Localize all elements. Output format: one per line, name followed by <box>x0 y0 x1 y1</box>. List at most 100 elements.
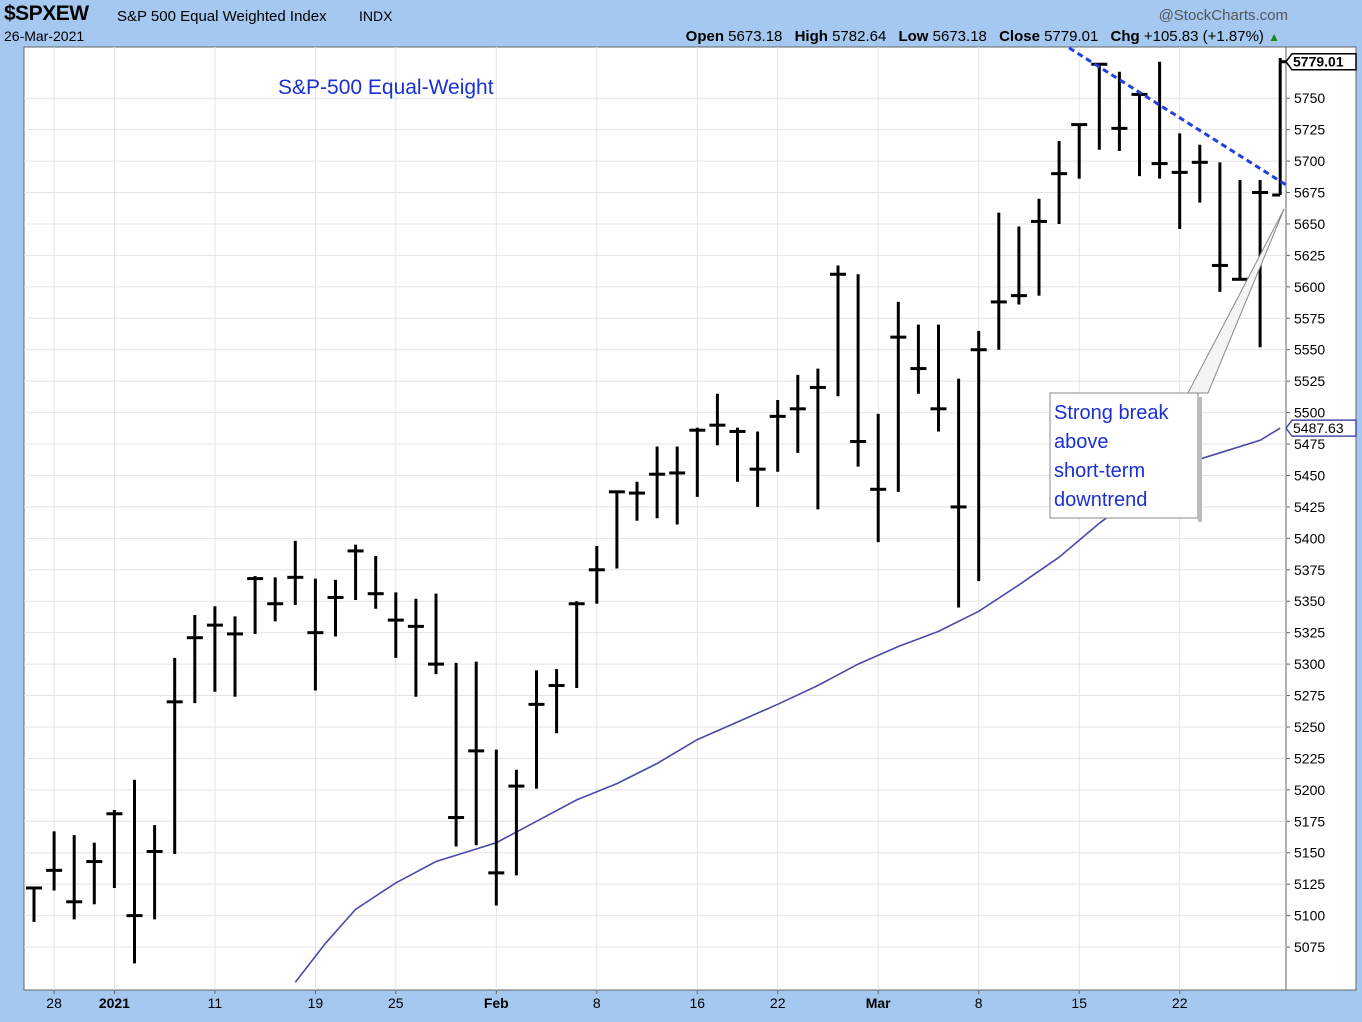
y-tick-label: 5500 <box>1294 405 1325 421</box>
ohlc-bar <box>227 616 243 697</box>
last-price-label: 5779.01 <box>1293 54 1344 70</box>
x-tick-label: 22 <box>770 995 786 1011</box>
y-tick-label: 5750 <box>1294 90 1325 106</box>
y-tick-label: 5350 <box>1294 593 1325 609</box>
x-tick-label: 11 <box>208 995 223 1011</box>
x-tick-label: 19 <box>308 995 324 1011</box>
ohlc-bar <box>387 592 404 658</box>
ohlc-bar <box>1191 144 1208 203</box>
ohlc-bar <box>26 886 42 922</box>
y-tick-label: 5125 <box>1294 876 1325 892</box>
callout-shadow <box>1198 397 1202 522</box>
x-tick-label: 16 <box>690 995 706 1011</box>
x-tick-label: 8 <box>593 995 601 1011</box>
y-tick-label: 5625 <box>1294 247 1325 263</box>
ohlc-bar <box>1051 140 1068 224</box>
ohlc-bar <box>86 842 103 905</box>
chart-date: 26-Mar-2021 <box>4 28 85 44</box>
ohlc-bar <box>789 374 806 453</box>
callout-text-line: short-term <box>1054 460 1145 482</box>
open-value: 5673.18 <box>728 28 783 45</box>
ohlc-bar <box>608 490 625 569</box>
y-tick-label: 5525 <box>1294 373 1325 389</box>
x-tick-label: Mar <box>866 995 891 1011</box>
y-tick-label: 5675 <box>1294 185 1325 201</box>
exchange-label: INDX <box>359 8 393 24</box>
ohlc-bar <box>407 598 424 697</box>
ohlc-bar <box>950 378 967 608</box>
ohlc-bar <box>769 400 786 472</box>
y-tick-label: 5450 <box>1294 467 1325 483</box>
x-tick-label: 28 <box>46 995 62 1011</box>
ohlc-bar <box>729 427 746 482</box>
y-tick-label: 5250 <box>1294 719 1325 735</box>
ohlc-bar <box>930 324 947 432</box>
ohlc-bar <box>166 657 183 855</box>
x-tick-label: 8 <box>975 995 983 1011</box>
close-value: 5779.01 <box>1044 28 1099 45</box>
ohlc-bar <box>588 545 605 604</box>
x-tick-label: 22 <box>1172 995 1188 1011</box>
close-label: Close <box>999 28 1040 45</box>
y-tick-label: 5300 <box>1294 656 1325 672</box>
ohlc-bar <box>468 661 485 846</box>
y-tick-label: 5550 <box>1294 342 1325 358</box>
change-value: +105.83 (+1.87%) <box>1143 28 1264 45</box>
last-price-marker <box>1285 52 1357 71</box>
ohlc-bar <box>528 670 545 789</box>
ohlc-bar <box>1031 198 1047 296</box>
ohlc-bar <box>247 576 264 634</box>
x-tick-label: 15 <box>1071 995 1087 1011</box>
y-tick-label: 5075 <box>1294 939 1325 955</box>
x-tick-label: 25 <box>388 995 404 1011</box>
x-tick-label: 2021 <box>99 995 130 1011</box>
y-tick-label: 5325 <box>1294 625 1325 641</box>
ohlc-bar <box>186 615 203 704</box>
index-name: S&P 500 Equal Weighted Index <box>117 8 327 25</box>
ohlc-bar <box>830 265 846 397</box>
ohlc-bar <box>307 578 324 691</box>
ohlc-bar <box>970 330 987 582</box>
y-tick-label: 5475 <box>1294 436 1325 452</box>
ohlc-bar <box>709 393 726 446</box>
ohlc-summary: Open 5673.18 High 5782.64 Low 5673.18 Cl… <box>686 28 1280 45</box>
ohlc-bar <box>327 579 344 637</box>
ohlc-bar <box>267 577 284 622</box>
ohlc-bar <box>1151 61 1168 179</box>
ohlc-bar <box>990 212 1007 350</box>
x-tick-label: Feb <box>484 995 509 1011</box>
brand-watermark[interactable]: @StockCharts.com <box>1158 7 1288 24</box>
y-tick-label: 5425 <box>1294 499 1325 515</box>
price-axis-background <box>1285 46 1357 991</box>
ohlc-bar <box>669 446 686 525</box>
y-tick-label: 5200 <box>1294 782 1325 798</box>
ohlc-bar <box>1010 226 1027 305</box>
ohlc-bar <box>850 274 867 467</box>
high-label: High <box>794 28 828 45</box>
ohlc-bar <box>146 825 163 920</box>
ma-value-label: 5487.63 <box>1293 420 1344 436</box>
ohlc-bar <box>809 368 826 510</box>
ohlc-bar <box>689 427 706 497</box>
downtrend-line <box>1068 46 1290 188</box>
ohlc-bar <box>347 544 364 600</box>
y-tick-label: 5700 <box>1294 153 1325 169</box>
ohlc-bar <box>287 540 304 606</box>
ohlc-bar <box>126 779 143 964</box>
y-tick-label: 5600 <box>1294 279 1325 295</box>
y-tick-label: 5400 <box>1294 530 1325 546</box>
y-tick-label: 5375 <box>1294 562 1325 578</box>
ohlc-bar <box>910 324 927 394</box>
y-tick-label: 5275 <box>1294 688 1325 704</box>
ohlc-bar <box>649 446 666 519</box>
callout-text-line: above <box>1054 431 1109 453</box>
ohlc-bar <box>508 769 525 876</box>
y-tick-label: 5100 <box>1294 908 1325 924</box>
y-tick-label: 5725 <box>1294 122 1325 138</box>
ohlc-bar <box>548 669 565 734</box>
ohlc-bar <box>66 835 83 920</box>
high-value: 5782.64 <box>832 28 887 45</box>
ohlc-bar <box>428 593 444 675</box>
